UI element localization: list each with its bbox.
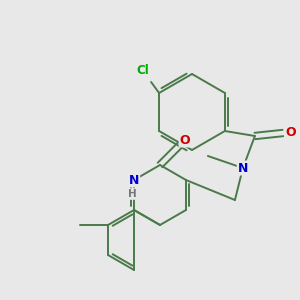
Text: O: O — [180, 134, 190, 146]
Text: O: O — [286, 127, 296, 140]
Text: Cl: Cl — [137, 64, 149, 77]
Text: N: N — [129, 173, 139, 187]
Text: N: N — [238, 161, 248, 175]
Text: H: H — [128, 189, 136, 199]
